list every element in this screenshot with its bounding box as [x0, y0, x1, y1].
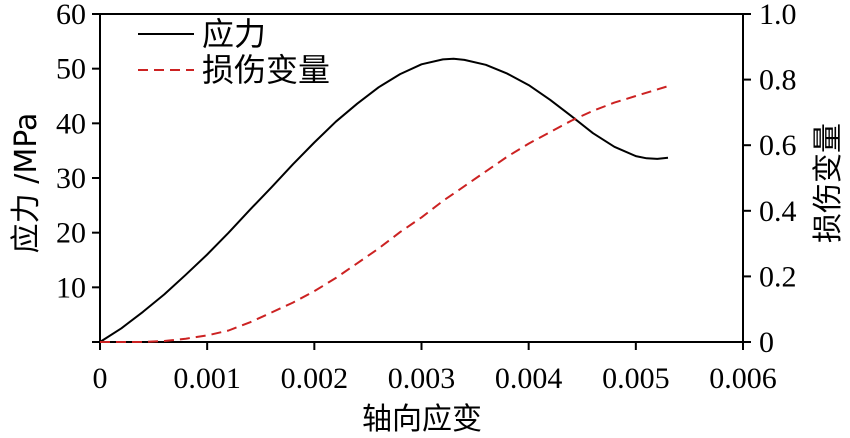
y-right-tick-label: 0.8 [759, 64, 797, 97]
legend: 应力 损伤变量 [138, 15, 330, 89]
x-tick-label: 0.001 [173, 362, 241, 395]
plot-frame [99, 13, 744, 343]
x-tick-label: 0.004 [495, 362, 563, 395]
series-layer [99, 57, 669, 343]
y-left-tick-label: 40 [56, 107, 86, 140]
series-line-damage [100, 85, 669, 343]
x-tick-label: 0.005 [602, 362, 670, 395]
series-line-stress [99, 57, 669, 343]
y-right-tick-label: 0.2 [759, 260, 797, 293]
x-tick-label: 0 [93, 362, 108, 395]
y-left-tick-label: 20 [56, 217, 86, 250]
y-right-tick-label: 0.6 [759, 129, 797, 162]
x-tick-label: 0.002 [281, 362, 349, 395]
legend-label-damage: 损伤变量 [202, 51, 330, 89]
y-left-tick-label: 30 [56, 162, 86, 195]
y-axis-right-title: 损伤变量 [811, 123, 846, 243]
x-tick-label: 0.003 [388, 362, 456, 395]
y-left-tick-label: 60 [56, 0, 86, 31]
axes [99, 13, 744, 343]
y-right-tick-label: 1.0 [759, 0, 797, 31]
y-right-tick-label: 0.4 [759, 195, 797, 228]
y-axis-left-title: 应力 /MPa [9, 113, 44, 254]
legend-label-stress: 应力 [202, 15, 266, 53]
y-right-tick-label: 0 [759, 326, 774, 359]
y-left-tick-label: 10 [56, 271, 86, 304]
ticks-layer: 0 0.001 0.002 0.003 0.004 0.005 0.006 10 20 30 40 5… [56, 0, 797, 395]
x-tick-label: 0.006 [709, 362, 777, 395]
x-axis-title: 轴向应变 [362, 402, 482, 437]
y-left-tick-label: 50 [56, 53, 86, 86]
